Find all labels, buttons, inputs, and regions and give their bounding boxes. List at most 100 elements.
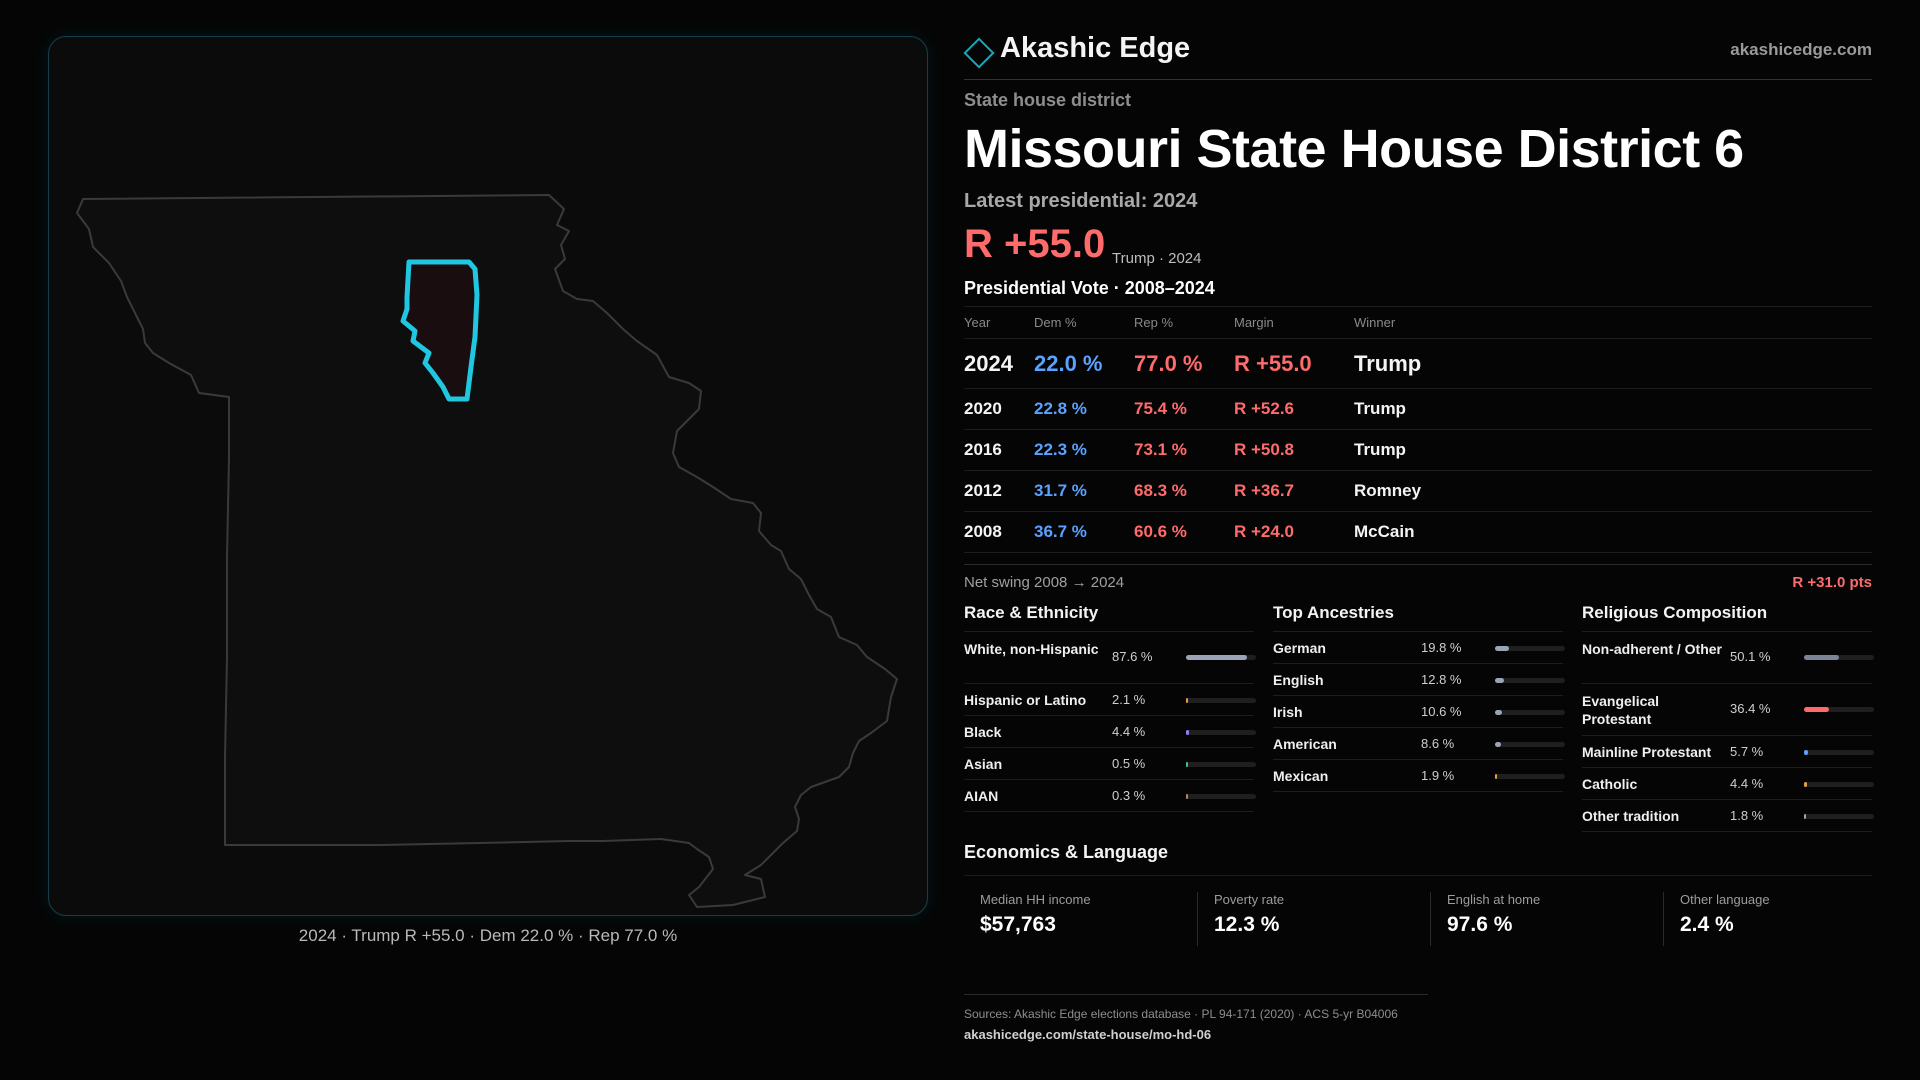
stat-bar-fill bbox=[1495, 742, 1501, 747]
stat-value: 5.7 % bbox=[1730, 744, 1764, 759]
econ-english-at-home: English at home 97.6 % bbox=[1430, 892, 1648, 946]
stat-value: 8.6 % bbox=[1421, 736, 1455, 751]
table-row[interactable]: 2016 22.3 % 73.1 % R +50.8 Trump bbox=[964, 429, 1872, 471]
sources-footer: Sources: Akashic Edge elections database… bbox=[964, 994, 1428, 1042]
stat-bar-fill bbox=[1804, 655, 1839, 660]
brand-url[interactable]: akashicedge.com bbox=[1730, 40, 1872, 59]
missouri-outline bbox=[76, 194, 898, 908]
table-row[interactable]: 2008 36.7 % 60.6 % R +24.0 McCain bbox=[964, 511, 1872, 553]
diamond-outline-icon bbox=[963, 37, 995, 69]
list-item: Other tradition 1.8 % bbox=[1582, 800, 1874, 832]
econ-label: Poverty rate bbox=[1214, 892, 1285, 907]
district-kicker: State house district bbox=[964, 90, 1132, 110]
list-item: White, non-Hispanic 87.6 % bbox=[964, 632, 1256, 684]
stat-bar-fill bbox=[1186, 730, 1189, 735]
cell-year: 2016 bbox=[964, 429, 1034, 471]
detail-panel: Akashic Edge akashicedge.com State house… bbox=[963, 0, 1874, 1080]
cell-rep: 75.4 % bbox=[1134, 388, 1234, 430]
cell-winner: Romney bbox=[1354, 470, 1872, 512]
district-6-highlight[interactable] bbox=[400, 259, 480, 402]
stat-bar bbox=[1804, 782, 1874, 787]
cell-year: 2020 bbox=[964, 388, 1034, 430]
stat-bar-fill bbox=[1804, 707, 1829, 712]
stat-bar-fill bbox=[1186, 762, 1188, 767]
presidential-vote-table: Year Dem % Rep % Margin Winner 2024 22.0… bbox=[964, 306, 1872, 553]
race-ethnicity-panel: Race & Ethnicity White, non-Hispanic 87.… bbox=[964, 600, 1256, 812]
stat-bar bbox=[1495, 774, 1565, 779]
stat-label: White, non-Hispanic bbox=[964, 641, 1099, 657]
stat-bar-fill bbox=[1186, 655, 1247, 660]
cell-margin: R +24.0 bbox=[1234, 511, 1354, 553]
table-row[interactable]: 2020 22.8 % 75.4 % R +52.6 Trump bbox=[964, 388, 1872, 430]
religion-panel: Religious Composition Non-adherent / Oth… bbox=[1582, 600, 1874, 832]
cell-winner: Trump bbox=[1354, 429, 1872, 471]
cell-dem: 31.7 % bbox=[1034, 470, 1134, 512]
cell-winner: Trump bbox=[1354, 338, 1872, 389]
header-dem: Dem % bbox=[1034, 306, 1134, 339]
cell-margin: R +52.6 bbox=[1234, 388, 1354, 430]
cell-rep: 73.1 % bbox=[1134, 429, 1234, 471]
religion-title: Religious Composition bbox=[1582, 600, 1872, 632]
table-row[interactable]: 2024 22.0 % 77.0 % R +55.0 Trump bbox=[964, 338, 1872, 389]
econ-label: English at home bbox=[1447, 892, 1541, 907]
net-swing: Net swing 2008 → 2024 R +31.0 pts bbox=[964, 564, 1872, 600]
sources-url[interactable]: akashicedge.com/state-house/mo-hd-06 bbox=[964, 1027, 1212, 1042]
state-map[interactable] bbox=[49, 37, 929, 917]
header-year: Year bbox=[964, 306, 1034, 339]
cell-dem: 22.3 % bbox=[1034, 429, 1134, 471]
stat-bar bbox=[1186, 794, 1256, 799]
econ-poverty-rate: Poverty rate 12.3 % bbox=[1197, 892, 1415, 946]
stat-label: Hispanic or Latino bbox=[964, 692, 1087, 708]
cell-year: 2024 bbox=[964, 338, 1034, 389]
cell-rep: 68.3 % bbox=[1134, 470, 1234, 512]
cell-year: 2008 bbox=[964, 511, 1034, 553]
stat-bar-fill bbox=[1186, 794, 1188, 799]
stat-value: 50.1 % bbox=[1730, 649, 1771, 664]
stat-value: 1.8 % bbox=[1730, 808, 1764, 823]
econ-value: $57,763 bbox=[980, 913, 1056, 936]
list-item: American 8.6 % bbox=[1273, 728, 1565, 760]
latest-margin: R +55.0 bbox=[964, 222, 1106, 266]
stat-bar-fill bbox=[1804, 782, 1807, 787]
stat-bar bbox=[1804, 750, 1874, 755]
stat-value: 4.4 % bbox=[1730, 776, 1764, 791]
economics-title: Economics & Language bbox=[964, 842, 1872, 876]
stat-bar bbox=[1804, 814, 1874, 819]
ancestries-panel: Top Ancestries German 19.8 % English 12.… bbox=[1273, 600, 1565, 792]
page-title: Missouri State House District 6 bbox=[964, 119, 1744, 179]
map-panel[interactable] bbox=[48, 36, 928, 916]
stat-value: 19.8 % bbox=[1421, 640, 1462, 655]
table-row[interactable]: 2012 31.7 % 68.3 % R +36.7 Romney bbox=[964, 470, 1872, 512]
stat-value: 0.3 % bbox=[1112, 788, 1146, 803]
stat-value: 12.8 % bbox=[1421, 672, 1462, 687]
ancestries-title: Top Ancestries bbox=[1273, 600, 1563, 632]
econ-label: Median HH income bbox=[980, 892, 1091, 907]
stat-label: Non-adherent / Other bbox=[1582, 641, 1723, 657]
stat-value: 87.6 % bbox=[1112, 649, 1153, 664]
econ-other-language: Other language 2.4 % bbox=[1663, 892, 1881, 946]
list-item: AIAN 0.3 % bbox=[964, 780, 1256, 812]
stat-bar bbox=[1804, 707, 1874, 712]
brand-header: Akashic Edge akashicedge.com bbox=[963, 30, 1872, 80]
stat-label: American bbox=[1273, 736, 1337, 752]
stat-label: Mainline Protestant bbox=[1582, 744, 1712, 760]
stat-bar-fill bbox=[1804, 750, 1808, 755]
presidential-vote-title: Presidential Vote · 2008–2024 bbox=[964, 278, 1215, 298]
econ-value: 12.3 % bbox=[1214, 913, 1280, 936]
stat-bar bbox=[1186, 762, 1256, 767]
list-item: Evangelical Protestant 36.4 % bbox=[1582, 684, 1874, 736]
list-item: Asian 0.5 % bbox=[964, 748, 1256, 780]
stat-label: English bbox=[1273, 672, 1324, 688]
cell-winner: McCain bbox=[1354, 511, 1872, 553]
header-rep: Rep % bbox=[1134, 306, 1234, 339]
latest-presidential-label: Latest presidential: 2024 bbox=[964, 190, 1198, 212]
stat-label: Catholic bbox=[1582, 776, 1638, 792]
stat-label: German bbox=[1273, 640, 1326, 656]
stat-bar-fill bbox=[1495, 774, 1497, 779]
stat-bar-fill bbox=[1495, 678, 1504, 683]
list-item: Black 4.4 % bbox=[964, 716, 1256, 748]
stat-bar-fill bbox=[1495, 710, 1502, 715]
stat-label: Evangelical Protestant bbox=[1582, 693, 1660, 727]
econ-median-income: Median HH income $57,763 bbox=[964, 892, 1182, 946]
net-swing-label: Net swing 2008 → 2024 bbox=[964, 574, 1125, 591]
